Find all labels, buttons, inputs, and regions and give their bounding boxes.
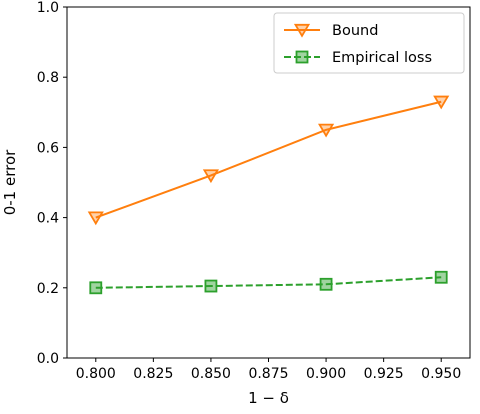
data-point xyxy=(87,211,104,226)
x-tick-label: 0.800 xyxy=(76,366,116,382)
data-point xyxy=(204,279,218,293)
x-tick-label: 0.900 xyxy=(306,366,346,382)
y-tick-label: 0.0 xyxy=(37,351,59,367)
data-point xyxy=(202,169,220,184)
x-axis-label: 1 − δ xyxy=(248,389,289,407)
series-line-1 xyxy=(95,276,442,289)
data-point xyxy=(319,277,333,291)
legend-label-1: Empirical loss xyxy=(332,50,432,66)
data-point xyxy=(317,123,335,138)
y-tick-label: 1.0 xyxy=(37,0,59,16)
x-tick-label: 0.850 xyxy=(191,366,231,382)
legend-label-0: Bound xyxy=(332,23,378,39)
x-tick-label: 0.875 xyxy=(248,366,288,382)
x-tick-label: 0.925 xyxy=(364,366,404,382)
plot-marks xyxy=(87,95,450,295)
data-point xyxy=(89,281,103,295)
series-line-0 xyxy=(95,100,442,219)
data-point xyxy=(433,95,450,110)
legend: Bound Empirical loss xyxy=(273,12,465,74)
legend-box xyxy=(273,12,465,74)
y-axis-label: 0-1 error xyxy=(1,149,19,215)
y-tick-label: 0.2 xyxy=(37,281,59,297)
data-point xyxy=(434,270,448,284)
legend-marker-0 xyxy=(293,23,311,38)
x-tick-label: 0.950 xyxy=(421,366,461,382)
axes: 0.800 0.825 0.850 0.875 0.900 0.925 0.950 0.0 0.… xyxy=(1,0,471,407)
y-tick-label: 0.4 xyxy=(37,211,59,227)
y-tick-label: 0.8 xyxy=(37,70,59,86)
y-tick-label: 0.6 xyxy=(37,140,59,156)
x-tick-label: 0.825 xyxy=(133,366,173,382)
legend-marker-1 xyxy=(295,50,309,64)
